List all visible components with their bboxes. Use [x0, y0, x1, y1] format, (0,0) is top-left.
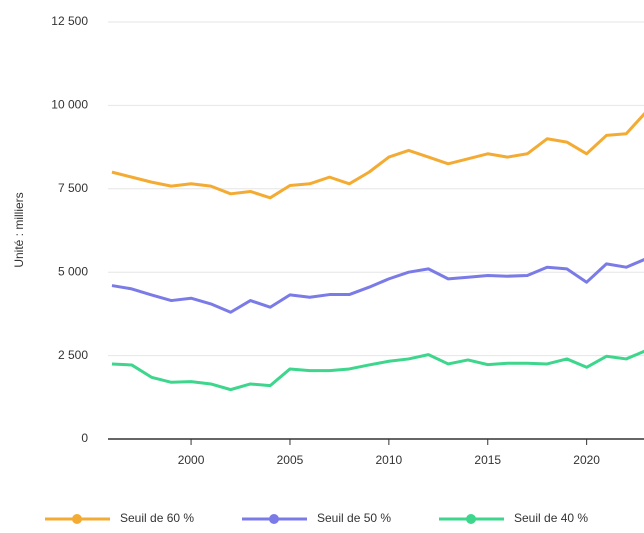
x-tick-label: 2005 — [277, 453, 304, 467]
y-tick-label: 12 500 — [51, 14, 88, 28]
y-axis-label: Unité : milliers — [12, 192, 26, 267]
x-tick-label: 2000 — [178, 453, 205, 467]
legend-label: Seuil de 40 % — [514, 511, 588, 525]
legend-label: Seuil de 50 % — [317, 511, 391, 525]
y-tick-label: 10 000 — [51, 98, 88, 112]
y-tick-label: 0 — [81, 431, 88, 445]
y-tick-label: 7 500 — [58, 181, 88, 195]
legend-dot — [269, 514, 279, 524]
series-line — [111, 112, 644, 200]
series-line — [111, 258, 644, 314]
y-tick-label: 5 000 — [58, 264, 88, 278]
series-line — [111, 349, 644, 392]
x-tick-label: 2015 — [474, 453, 501, 467]
legend-dot — [72, 514, 82, 524]
legend-label: Seuil de 60 % — [120, 511, 194, 525]
y-tick-label: 2 500 — [58, 348, 88, 362]
x-tick-label: 2020 — [573, 453, 600, 467]
x-tick-label: 2010 — [376, 453, 403, 467]
legend-dot — [466, 514, 476, 524]
